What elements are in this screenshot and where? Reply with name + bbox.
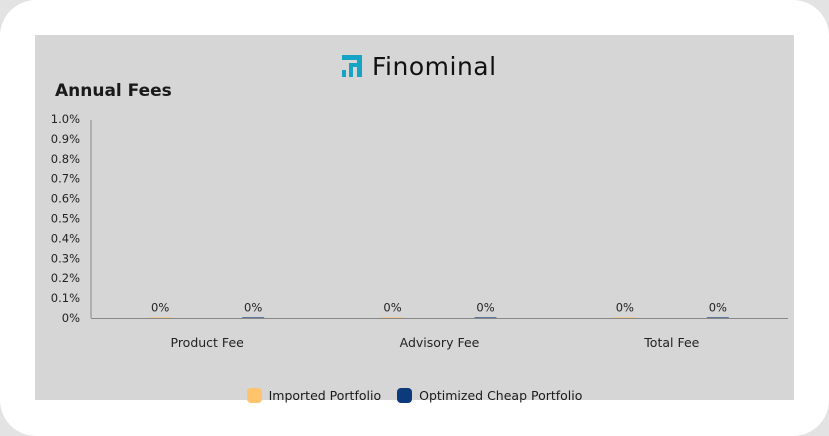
frame-top — [36, 0, 793, 35]
y-tick-label: 0.9% — [51, 132, 80, 146]
legend-swatch — [397, 388, 413, 403]
y-tick-label: 0.5% — [51, 212, 80, 226]
legend-label: Optimized Cheap Portfolio — [419, 388, 583, 403]
bar-value-label: 0% — [383, 300, 401, 314]
legend-item-imported[interactable]: Imported Portfolio — [246, 388, 382, 403]
brand-logo: Finominal — [340, 51, 497, 81]
bar-value-label: 0% — [151, 300, 169, 314]
frame-left — [0, 36, 35, 400]
bar-value-label: 0% — [616, 300, 634, 314]
brand-name: Finominal — [372, 51, 497, 81]
bar[interactable] — [381, 317, 404, 318]
frame-right — [794, 36, 829, 400]
finominal-logo-icon — [342, 55, 362, 77]
x-category-label: Total Fee — [643, 335, 699, 350]
y-tick-label: 0.6% — [51, 192, 80, 206]
bar-value-label: 0% — [476, 300, 494, 314]
bar[interactable] — [706, 317, 729, 318]
bar[interactable] — [242, 317, 265, 318]
x-category-label: Advisory Fee — [400, 335, 480, 350]
y-tick-label: 0.2% — [51, 271, 80, 285]
legend-swatch — [246, 388, 262, 403]
y-tick-label: 0.1% — [51, 291, 80, 305]
frame-bottom — [36, 400, 793, 436]
bar-value-label: 0% — [244, 300, 262, 314]
chart-title: Annual Fees — [55, 81, 172, 101]
bar[interactable] — [149, 317, 172, 318]
bar-value-label: 0% — [709, 300, 727, 314]
legend-item-optimized[interactable]: Optimized Cheap Portfolio — [397, 388, 582, 403]
bar[interactable] — [474, 317, 497, 318]
bar[interactable] — [613, 317, 636, 318]
y-tick-label: 0% — [62, 311, 80, 325]
y-tick-label: 0.8% — [51, 152, 80, 166]
y-tick-label: 1.0% — [51, 112, 80, 126]
y-tick-label: 0.7% — [51, 172, 80, 186]
y-tick-label: 0.4% — [51, 231, 80, 245]
x-category-label: Product Fee — [171, 335, 245, 350]
legend: Imported Portfolio Optimized Cheap Portf… — [0, 388, 829, 403]
legend-label: Imported Portfolio — [268, 388, 382, 403]
chart-card — [35, 35, 794, 400]
y-tick-label: 0.3% — [51, 251, 80, 265]
